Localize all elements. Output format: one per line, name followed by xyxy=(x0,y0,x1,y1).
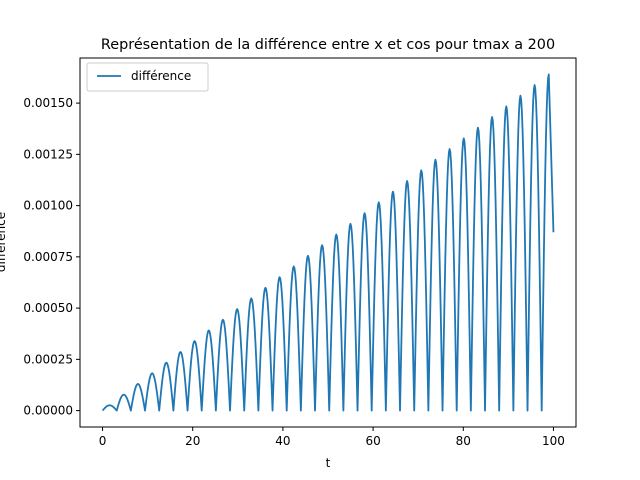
x-tick-label: 80 xyxy=(456,434,471,448)
axes-frame xyxy=(79,57,577,428)
x-tick-label: 40 xyxy=(275,434,290,448)
x-tick-label: 100 xyxy=(542,434,565,448)
y-tick-label: 0.00025 xyxy=(23,352,73,366)
legend: différence xyxy=(86,62,209,92)
y-tick-label: 0.00150 xyxy=(23,96,73,110)
legend-label: différence xyxy=(131,69,191,83)
x-tick-label: 20 xyxy=(185,434,200,448)
plot-area xyxy=(79,57,577,428)
series-line-0 xyxy=(101,73,555,412)
x-tick-label: 0 xyxy=(99,434,107,448)
x-axis-label: t xyxy=(326,456,331,470)
y-tick-label: 0.00050 xyxy=(23,301,73,315)
legend-box xyxy=(86,62,209,92)
y-tick-label: 0.00000 xyxy=(23,404,73,418)
y-tick-label: 0.00100 xyxy=(23,199,73,213)
y-tick-label: 0.00075 xyxy=(23,250,73,264)
y-tick-label: 0.00125 xyxy=(23,147,73,161)
x-tick-label: 60 xyxy=(365,434,380,448)
x-axis: 0 20 40 60 80 100 xyxy=(99,427,565,448)
y-axis-label: différence xyxy=(0,212,8,272)
chart-title: Représentation de la différence entre x … xyxy=(101,37,555,53)
y-axis: 0.00000 0.00025 0.00050 0.00075 0.00100 0.001… xyxy=(23,96,80,418)
